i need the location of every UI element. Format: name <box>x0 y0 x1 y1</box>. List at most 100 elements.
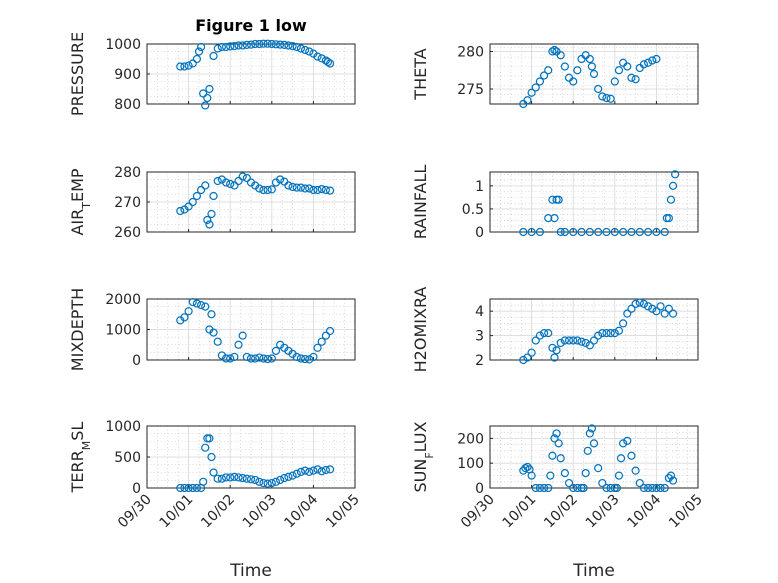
data-point <box>569 227 578 237</box>
data-point <box>548 343 557 352</box>
data-point <box>544 483 553 493</box>
data-point <box>668 309 678 318</box>
y-tick-label: 1 <box>475 179 484 195</box>
data-point <box>176 62 185 71</box>
subplot-5: 0 1000 2000 MIXDEPTH <box>68 288 356 371</box>
data-point <box>184 61 193 70</box>
data-point <box>296 44 306 53</box>
data-point <box>619 227 628 237</box>
data-point <box>234 340 243 349</box>
data-point <box>263 39 272 48</box>
y-tick-label: 4 <box>475 304 484 320</box>
data-point <box>288 41 297 51</box>
data-point <box>305 47 314 56</box>
data-point <box>184 307 193 316</box>
data-point <box>581 338 590 348</box>
data-point <box>325 59 335 68</box>
data-point <box>535 483 545 493</box>
data-point <box>221 354 231 363</box>
data-point <box>317 54 326 63</box>
y-tick-label: 2000 <box>105 292 141 308</box>
data-point <box>280 40 289 50</box>
y-axis-label: PRESSURE <box>68 32 87 116</box>
data-point <box>664 214 673 223</box>
data-point <box>251 39 260 49</box>
data-point <box>309 352 318 362</box>
y-tick-label: 1000 <box>105 323 141 339</box>
data-point <box>639 483 649 493</box>
data-point <box>309 466 318 475</box>
axes-frame <box>489 171 699 233</box>
data-point <box>305 355 314 364</box>
data-point <box>564 336 574 345</box>
data-point <box>300 466 310 475</box>
data-point <box>201 443 210 452</box>
y-tick-label: 1000 <box>105 37 141 53</box>
data-point <box>544 214 553 223</box>
data-point <box>614 326 624 335</box>
data-point <box>234 473 243 482</box>
x-tick-label: 10/01 <box>157 492 197 532</box>
data-point <box>671 170 680 179</box>
data-point <box>606 329 615 338</box>
y-tick-label: 100 <box>457 456 484 472</box>
y-tick-label: 0 <box>475 481 484 497</box>
data-point <box>606 483 615 493</box>
data-point <box>205 220 214 229</box>
data-point <box>226 42 235 51</box>
data-point <box>255 39 264 49</box>
figure-title: Figure 1 low <box>195 16 307 35</box>
data-point <box>527 227 536 237</box>
data-point <box>226 473 235 482</box>
data-point <box>192 299 202 308</box>
data-point <box>192 191 202 201</box>
x-tick-label: 10/03 <box>240 492 280 532</box>
data-point <box>199 477 208 486</box>
data-point <box>325 326 335 336</box>
data-point <box>196 185 206 195</box>
data-point <box>635 478 644 488</box>
data-point <box>205 434 214 443</box>
data-point <box>209 328 218 337</box>
data-point <box>284 181 293 190</box>
data-point <box>313 52 322 61</box>
data-point <box>176 483 185 493</box>
data-point <box>180 313 189 322</box>
data-point <box>648 304 657 313</box>
data-point <box>221 178 231 187</box>
data-point <box>317 467 326 476</box>
y-tick-label: 500 <box>114 450 141 466</box>
data-point <box>276 475 285 485</box>
data-point <box>280 177 289 186</box>
data-point <box>581 469 590 478</box>
y-tick-label: 3 <box>475 329 484 345</box>
data-point <box>317 185 326 194</box>
data-point <box>554 195 563 204</box>
data-point <box>323 57 333 67</box>
data-point <box>207 452 216 462</box>
data-point <box>560 336 569 345</box>
y-tick-label: 260 <box>114 225 141 241</box>
data-point <box>581 51 590 60</box>
data-point <box>643 227 653 237</box>
y-axis-label: H2OMIXRA <box>411 287 430 373</box>
data-point <box>602 93 611 103</box>
data-point <box>242 474 251 483</box>
subplot-8: 0 100 200 SUNFLUX 09/30 10/01 10/02 10/03 10/04 1… <box>411 421 706 531</box>
data-point <box>548 47 557 56</box>
data-point <box>184 202 193 211</box>
data-point <box>226 354 235 363</box>
x-tick-label: 09/30 <box>115 492 155 532</box>
data-point <box>550 45 559 55</box>
data-point <box>610 77 619 86</box>
data-point <box>652 227 661 237</box>
y-tick-label: 200 <box>457 431 484 447</box>
data-point <box>255 477 264 486</box>
data-point <box>660 309 669 318</box>
data-point <box>226 179 235 189</box>
data-point <box>267 185 276 194</box>
data-point <box>616 454 626 463</box>
data-point <box>234 41 243 50</box>
data-point <box>263 479 272 488</box>
data-point <box>300 45 310 55</box>
